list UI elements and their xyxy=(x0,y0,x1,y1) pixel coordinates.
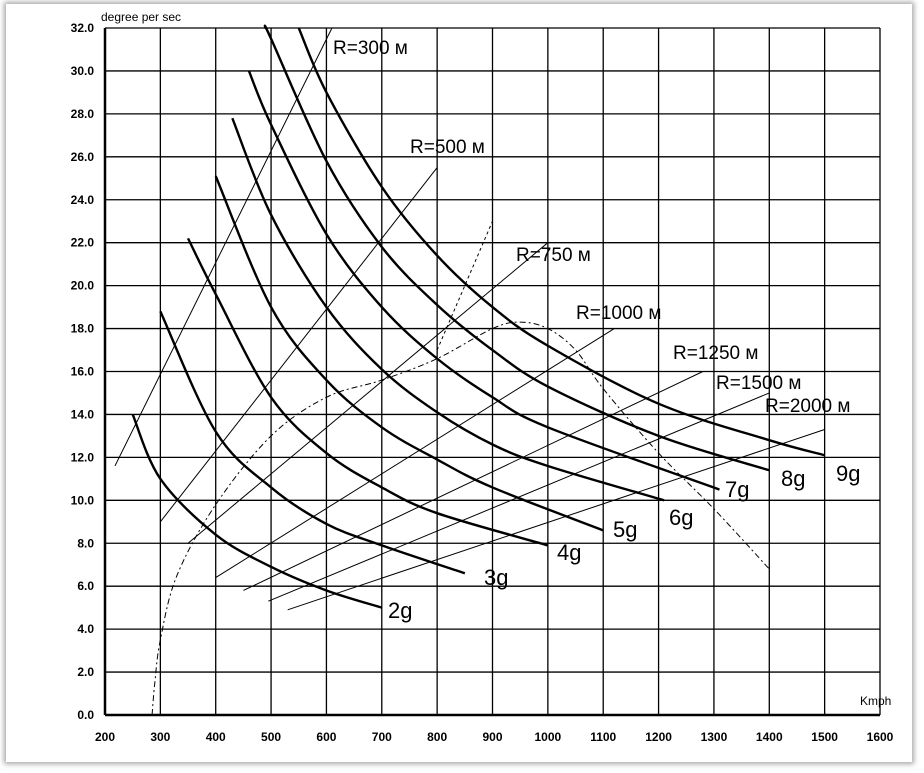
y-tick-label: 0.0 xyxy=(77,708,94,722)
y-tick-label: 18.0 xyxy=(71,322,95,336)
x-tick-label: 900 xyxy=(482,730,502,744)
x-tick-label: 1100 xyxy=(590,730,616,744)
load-factor-curve-4g xyxy=(186,237,549,547)
radius-label: R=750 м xyxy=(516,245,591,266)
x-tick-label: 1400 xyxy=(756,730,783,744)
tick-labels: 200 300 400 500 600 700 800 900 1000 1100 1200 1300… xyxy=(71,21,894,744)
y-tick-label: 22.0 xyxy=(71,236,95,250)
chart-frame xyxy=(6,4,912,762)
x-tick-label: 200 xyxy=(95,730,115,744)
x-tick-label: 600 xyxy=(316,730,336,744)
y-tick-label: 8.0 xyxy=(77,536,94,550)
x-tick-label: 800 xyxy=(427,730,447,744)
x-tick-label: 1300 xyxy=(701,730,728,744)
radius-lines xyxy=(114,27,825,611)
y-tick-label: 28.0 xyxy=(71,107,95,121)
x-tick-label: 700 xyxy=(372,730,392,744)
load-factor-curve-8g xyxy=(263,24,770,472)
load-factor-label: 8g xyxy=(781,466,805,491)
load-factor-label: 2g xyxy=(388,598,412,623)
load-factor-curves xyxy=(131,24,825,609)
radius-line-2 xyxy=(159,167,438,523)
x-axis-label: Kmph xyxy=(860,694,891,708)
load-factor-label: 3g xyxy=(484,565,508,590)
y-tick-label: 4.0 xyxy=(77,622,94,636)
x-tick-label: 400 xyxy=(206,730,226,744)
x-tick-label: 500 xyxy=(261,730,281,744)
radius-line-5 xyxy=(243,371,704,591)
grid xyxy=(104,27,881,716)
load-factor-curve-6g xyxy=(231,117,665,502)
envelope-lines xyxy=(151,221,770,716)
series-labels: 2g 3g 4g 5g 6g 7g 8g 9g R=300 м R=500 м R=750 м R=1… xyxy=(333,38,860,623)
radius-label: R=1500 м xyxy=(716,373,801,394)
radius-label: R=1000 м xyxy=(576,303,661,324)
load-factor-label: 5g xyxy=(613,517,637,542)
load-factor-label: 6g xyxy=(669,505,693,530)
envelope-dash-dot-line xyxy=(151,321,770,716)
x-tick-label: 300 xyxy=(150,730,170,744)
y-tick-label: 6.0 xyxy=(77,579,94,593)
radius-line-3 xyxy=(187,242,549,544)
radius-label: R=300 м xyxy=(333,38,408,59)
y-tick-label: 14.0 xyxy=(71,407,95,421)
load-factor-curve-3g xyxy=(159,310,466,575)
y-tick-label: 32.0 xyxy=(71,21,95,35)
y-tick-label: 2.0 xyxy=(77,665,94,679)
load-factor-label: 7g xyxy=(725,477,749,502)
y-tick-label: 12.0 xyxy=(71,450,95,464)
y-tick-label: 24.0 xyxy=(71,193,95,207)
axes xyxy=(103,28,880,717)
y-tick-label: 30.0 xyxy=(71,64,95,78)
load-factor-curve-2g xyxy=(131,413,383,609)
load-factor-curve-5g xyxy=(214,175,604,532)
envelope-dotted-line xyxy=(436,221,493,351)
x-tick-label: 1200 xyxy=(645,730,672,744)
y-tick-label: 26.0 xyxy=(71,150,95,164)
load-factor-curve-9g xyxy=(297,27,825,457)
x-tick-label: 1500 xyxy=(811,730,838,744)
load-factor-label: 9g xyxy=(836,461,860,486)
radius-line-4 xyxy=(215,328,615,579)
radius-line-1 xyxy=(114,27,333,467)
radius-label: R=1250 м xyxy=(673,343,758,364)
radius-label: R=500 м xyxy=(410,137,485,158)
y-tick-label: 10.0 xyxy=(71,493,95,507)
y-tick-label: 16.0 xyxy=(71,365,95,379)
x-tick-label: 1000 xyxy=(535,730,562,744)
x-tick-label: 1600 xyxy=(867,730,894,744)
load-factor-label: 4g xyxy=(557,540,581,565)
radius-label: R=2000 м xyxy=(765,396,850,417)
y-tick-label: 20.0 xyxy=(71,279,95,293)
radius-line-7 xyxy=(287,428,825,611)
load-factor-curve-7g xyxy=(247,70,720,491)
y-axis-label: degree per sec xyxy=(101,10,181,24)
